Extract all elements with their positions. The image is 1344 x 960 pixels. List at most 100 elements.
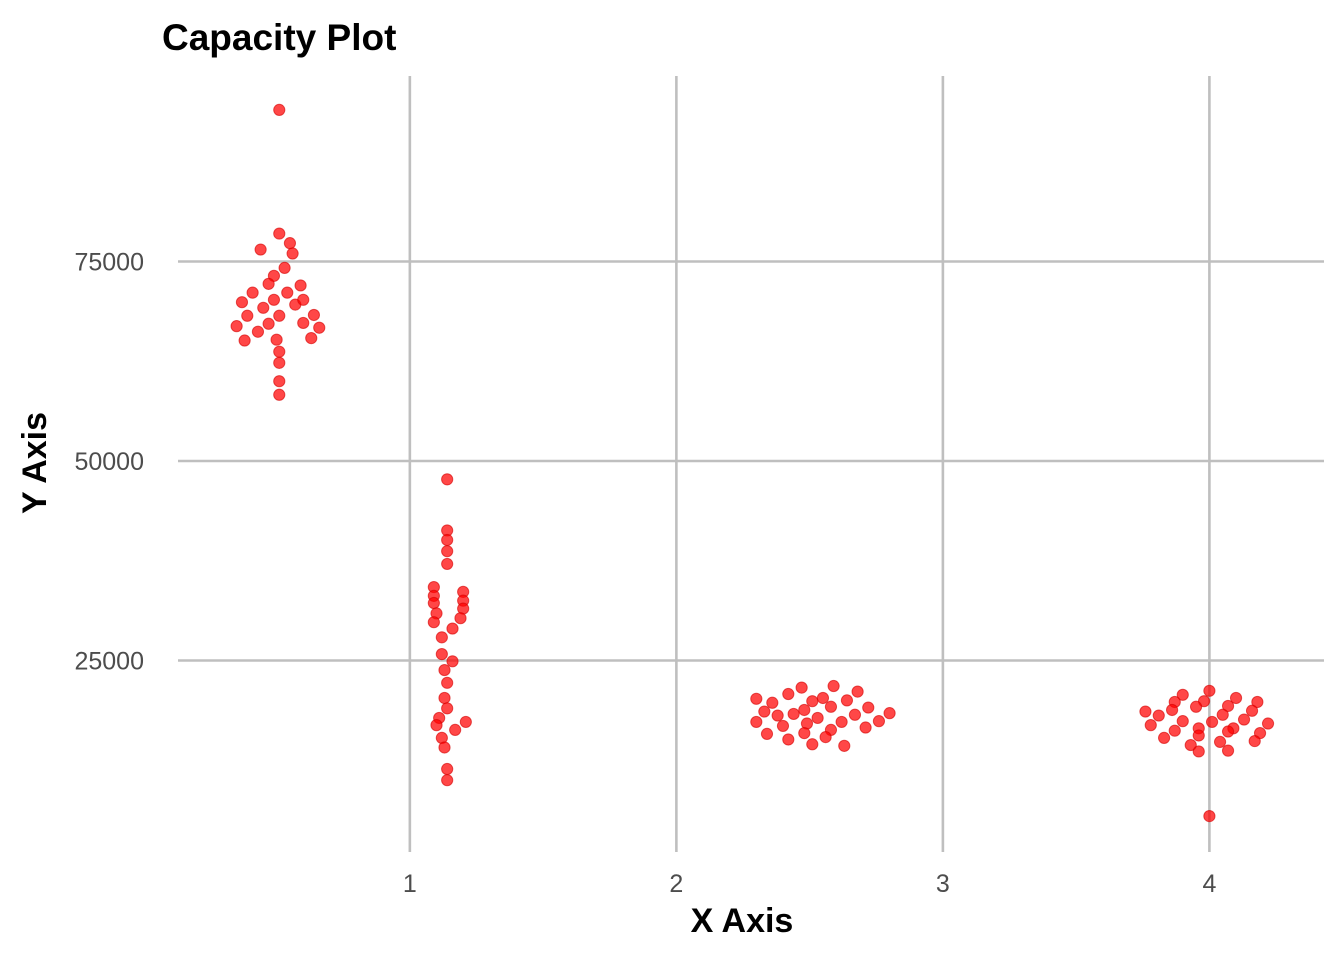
data-point — [862, 701, 875, 714]
y-axis-title: Y Axis — [16, 412, 54, 514]
data-point — [872, 715, 886, 728]
data-point — [459, 715, 472, 729]
x-tick-label-0: 1 — [403, 870, 417, 898]
data-point — [273, 309, 286, 322]
data-point — [1221, 699, 1235, 713]
data-point — [1213, 735, 1227, 748]
data-point — [750, 715, 763, 729]
data-point — [806, 695, 819, 708]
data-point — [1221, 744, 1235, 757]
data-point — [257, 301, 270, 314]
data-point — [441, 473, 454, 486]
data-point — [1229, 691, 1243, 705]
data-point — [798, 727, 811, 740]
data-point — [449, 723, 462, 737]
x-tick-label-1: 2 — [669, 870, 683, 898]
x-tick-label-2: 3 — [936, 870, 950, 898]
data-point — [1205, 715, 1219, 729]
data-point — [273, 227, 286, 240]
data-point — [1261, 717, 1275, 730]
data-point — [241, 309, 254, 322]
data-point — [251, 325, 265, 338]
data-point — [1203, 684, 1216, 697]
data-point — [246, 286, 259, 299]
data-point — [811, 711, 824, 725]
data-point — [427, 596, 440, 610]
tick-labels: 1 2 3 4 25000 50000 75000 — [74, 249, 1216, 898]
data-point — [278, 261, 291, 274]
data-point — [1176, 688, 1189, 701]
data-point — [798, 703, 811, 717]
data-point — [782, 733, 795, 746]
data-point — [441, 676, 454, 689]
x-axis-title: X Axis — [691, 902, 794, 940]
data-point — [827, 679, 840, 693]
chart-title: Capacity Plot — [162, 17, 396, 58]
data-point — [1184, 738, 1197, 752]
data-point — [1176, 715, 1189, 728]
y-tick-label-2: 75000 — [74, 249, 144, 277]
x-tick-label-3: 4 — [1202, 870, 1216, 898]
data-point — [286, 247, 299, 260]
data-point — [840, 694, 854, 707]
data-point — [273, 388, 286, 401]
data-point — [441, 774, 454, 787]
data-point — [848, 708, 862, 721]
data-point — [238, 334, 251, 347]
data-point — [305, 332, 318, 345]
data-point — [838, 739, 851, 752]
y-tick-label-1: 50000 — [74, 448, 144, 476]
data-points — [230, 103, 1275, 823]
data-point — [267, 293, 281, 306]
data-point — [254, 243, 267, 256]
data-point — [835, 715, 848, 729]
data-point — [771, 709, 784, 722]
data-point — [750, 692, 763, 705]
data-point — [859, 721, 872, 734]
data-point — [776, 719, 790, 733]
data-point — [441, 762, 454, 776]
data-point — [230, 320, 243, 333]
data-point — [441, 702, 454, 715]
data-point — [883, 707, 896, 720]
data-point — [441, 545, 454, 558]
data-point — [806, 738, 819, 751]
data-point — [1221, 725, 1235, 738]
y-tick-label-0: 25000 — [74, 647, 144, 675]
data-point — [1168, 724, 1181, 737]
data-point — [1245, 704, 1259, 717]
data-point — [270, 333, 283, 346]
data-point — [427, 616, 440, 629]
data-point — [273, 103, 286, 116]
data-point — [819, 730, 832, 744]
data-point — [441, 533, 454, 547]
data-point — [1165, 703, 1179, 717]
data-point — [1248, 734, 1261, 748]
data-point — [758, 705, 771, 718]
data-point — [307, 308, 321, 322]
data-point — [816, 691, 830, 705]
data-point — [1192, 729, 1205, 742]
data-point — [766, 696, 779, 709]
gridlines — [178, 76, 1324, 852]
data-point — [1237, 713, 1251, 726]
data-point — [1157, 731, 1171, 744]
data-point — [454, 612, 467, 625]
data-point — [1139, 705, 1152, 718]
data-point — [438, 663, 451, 677]
data-point — [851, 685, 864, 698]
data-point — [435, 631, 448, 644]
data-point — [438, 741, 451, 754]
data-point — [313, 321, 326, 334]
data-point — [1192, 745, 1205, 758]
data-point — [297, 293, 310, 306]
data-point — [281, 286, 294, 299]
data-point — [760, 727, 774, 741]
data-point — [235, 296, 249, 309]
data-point — [1216, 708, 1229, 721]
data-point — [435, 648, 448, 661]
data-point — [294, 279, 307, 292]
data-point — [446, 655, 459, 668]
data-point — [1251, 695, 1264, 709]
